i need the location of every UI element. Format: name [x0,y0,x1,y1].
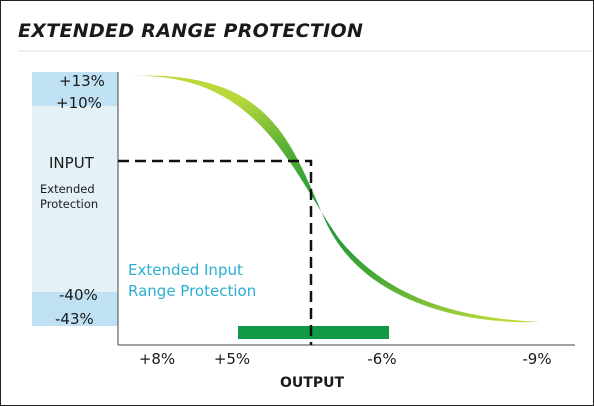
upper-range-band [32,72,118,106]
label-extended: Extended [40,182,95,196]
label-plus-10: +10% [56,94,102,112]
x-tick-plus-8: +8% [139,350,175,368]
lower-range-band [32,292,118,326]
input-guide-line [118,159,313,345]
x-tick-minus-6: -6% [367,350,396,368]
output-range-bar [238,326,389,339]
annotation-line-1: Extended Input [128,261,243,279]
diagram-title: EXTENDED RANGE PROTECTION [18,20,364,42]
protection-band [32,72,118,326]
label-minus-43: -43% [55,310,94,328]
x-tick-minus-9: -9% [522,350,551,368]
label-minus-40: -40% [59,286,98,304]
x-axis-label: OUTPUT [280,375,344,391]
label-input: INPUT [49,154,95,172]
annotation-line-2: Range Protection [128,282,256,300]
label-plus-13: +13% [59,72,105,90]
label-protection: Protection [40,197,98,211]
x-tick-plus-5: +5% [214,350,250,368]
